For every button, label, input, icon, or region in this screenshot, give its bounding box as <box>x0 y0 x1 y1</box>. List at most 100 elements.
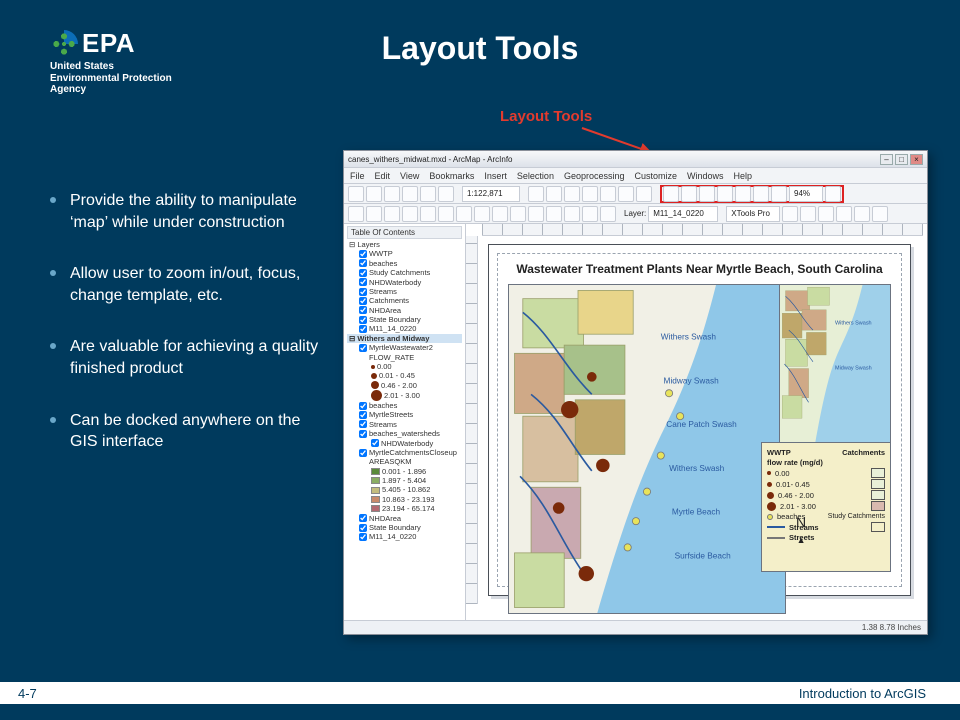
menu-item[interactable]: Edit <box>375 171 391 181</box>
tool-icon[interactable] <box>854 206 870 222</box>
toc-layer-row[interactable]: M11_14_0220 <box>347 532 462 541</box>
layout-tool-icon[interactable] <box>753 186 769 202</box>
toc-layer-row[interactable]: 2.01 - 3.00 <box>347 390 462 401</box>
course-name: Introduction to ArcGIS <box>799 686 926 701</box>
arcmap-window: canes_withers_midwat.mxd - ArcMap - ArcI… <box>343 150 928 635</box>
toc-layer-row[interactable]: NHDArea <box>347 306 462 315</box>
toc-layer-row[interactable]: Streams <box>347 420 462 429</box>
tool-icon[interactable] <box>402 206 418 222</box>
layout-tool-icon[interactable] <box>717 186 733 202</box>
toc-layer-row[interactable]: NHDArea <box>347 514 462 523</box>
toc-layer-row[interactable]: MyrtleCatchmentsCloseup <box>347 448 462 457</box>
menu-item[interactable]: File <box>350 171 365 181</box>
tool-icon[interactable] <box>818 206 834 222</box>
toc-layer-row[interactable]: beaches <box>347 259 462 268</box>
tool-icon[interactable] <box>582 186 598 202</box>
toc-layer-row[interactable]: ⊟ Withers and Midway <box>347 334 462 343</box>
tool-icon[interactable] <box>420 186 436 202</box>
toc-layer-row[interactable]: Streams <box>347 287 462 296</box>
tool-icon[interactable] <box>384 186 400 202</box>
tool-icon[interactable] <box>582 206 598 222</box>
toc-layer-row[interactable]: NHDWaterbody <box>347 439 462 448</box>
layout-tool-icon[interactable] <box>735 186 751 202</box>
layout-tool-icon[interactable] <box>681 186 697 202</box>
tool-icon[interactable] <box>600 206 616 222</box>
tool-icon[interactable] <box>618 186 634 202</box>
menu-item[interactable]: Geoprocessing <box>564 171 625 181</box>
toc-title: Table Of Contents <box>347 226 462 239</box>
toc-layer-row[interactable]: 23.194 - 65.174 <box>347 504 462 513</box>
tool-icon[interactable] <box>366 186 382 202</box>
close-icon[interactable]: × <box>910 154 923 165</box>
toc-layer-row[interactable]: 1.897 - 5.404 <box>347 476 462 485</box>
tool-icon[interactable] <box>782 206 798 222</box>
toc-layer-row[interactable]: 5.405 - 10.862 <box>347 485 462 494</box>
tool-icon[interactable] <box>546 186 562 202</box>
main-map-frame[interactable]: Withers SwashMidway SwashCane Patch Swas… <box>508 284 786 614</box>
toc-layer-row[interactable]: 0.46 - 2.00 <box>347 381 462 390</box>
tool-icon[interactable] <box>348 206 364 222</box>
tool-icon[interactable] <box>800 206 816 222</box>
toc-layer-row[interactable]: State Boundary <box>347 315 462 324</box>
inset-map-frame[interactable]: Withers SwashMidway Swash <box>779 284 891 444</box>
layer-dropdown[interactable]: M11_14_0220 <box>648 206 718 222</box>
tool-icon[interactable] <box>836 206 852 222</box>
tool-icon[interactable] <box>600 186 616 202</box>
menu-item[interactable]: Customize <box>635 171 678 181</box>
tool-icon[interactable] <box>474 206 490 222</box>
menu-item[interactable]: Selection <box>517 171 554 181</box>
scale-selector[interactable]: 1:122,871 <box>462 186 520 202</box>
layer-dd-label: Layer: <box>624 209 646 218</box>
tool-icon[interactable] <box>528 206 544 222</box>
menu-item[interactable]: Windows <box>687 171 724 181</box>
tool-icon[interactable] <box>402 186 418 202</box>
tool-icon[interactable] <box>366 206 382 222</box>
toc-layer-row[interactable]: MyrtleWastewater2 <box>347 343 462 352</box>
toc-layer-row[interactable]: State Boundary <box>347 523 462 532</box>
tool-icon[interactable] <box>510 206 526 222</box>
tool-icon[interactable] <box>546 206 562 222</box>
toc-layer-row[interactable]: 0.00 <box>347 362 462 371</box>
bullet-item: Provide the ability to manipulate ‘map’ … <box>50 190 330 233</box>
tool-icon[interactable] <box>636 186 652 202</box>
tool-icon[interactable] <box>872 206 888 222</box>
tool-icon[interactable] <box>564 186 580 202</box>
zoom-pct[interactable]: 94% <box>789 186 823 202</box>
layout-tool-icon[interactable] <box>699 186 715 202</box>
toc-layer-row[interactable]: WWTP <box>347 249 462 258</box>
tool-icon[interactable] <box>384 206 400 222</box>
toc-layer-row[interactable]: 10.863 - 23.193 <box>347 495 462 504</box>
ruler-vertical <box>466 236 478 604</box>
tool-icon[interactable] <box>492 206 508 222</box>
tool-icon[interactable] <box>438 206 454 222</box>
layout-tool-icon[interactable] <box>663 186 679 202</box>
toc-layer-row[interactable]: MyrtleStreets <box>347 410 462 419</box>
toc-layer-row[interactable]: beaches_watersheds <box>347 429 462 438</box>
tool-icon[interactable] <box>564 206 580 222</box>
menu-item[interactable]: Bookmarks <box>429 171 474 181</box>
menu-item[interactable]: Help <box>734 171 753 181</box>
layout-canvas[interactable]: Wastewater Treatment Plants Near Myrtle … <box>466 224 927 620</box>
toc-layer-row[interactable]: ⊟ Layers <box>347 240 462 249</box>
menu-item[interactable]: View <box>400 171 419 181</box>
maximize-icon[interactable]: □ <box>895 154 908 165</box>
tool-icon[interactable] <box>528 186 544 202</box>
toc-layer-row[interactable]: M11_14_0220 <box>347 324 462 333</box>
toc-layer-row[interactable]: beaches <box>347 401 462 410</box>
xtools-dropdown[interactable]: XTools Pro <box>726 206 780 222</box>
tool-icon[interactable] <box>456 206 472 222</box>
status-coords: 1.38 8.78 Inches <box>862 623 921 632</box>
toc-layer-row[interactable]: Study Catchments <box>347 268 462 277</box>
toc-layer-row[interactable]: NHDWaterbody <box>347 278 462 287</box>
minimize-icon[interactable]: – <box>880 154 893 165</box>
tool-icon[interactable] <box>438 186 454 202</box>
layout-tool-icon[interactable] <box>825 186 841 202</box>
tool-icon[interactable] <box>420 206 436 222</box>
toolbar-row-2: Layer: M11_14_0220 XTools Pro <box>344 204 927 224</box>
toc-layer-row[interactable]: 0.01 - 0.45 <box>347 371 462 380</box>
layout-tool-icon[interactable] <box>771 186 787 202</box>
toc-layer-row[interactable]: Catchments <box>347 296 462 305</box>
menu-item[interactable]: Insert <box>484 171 507 181</box>
toc-layer-row[interactable]: 0.001 - 1.896 <box>347 467 462 476</box>
tool-icon[interactable] <box>348 186 364 202</box>
